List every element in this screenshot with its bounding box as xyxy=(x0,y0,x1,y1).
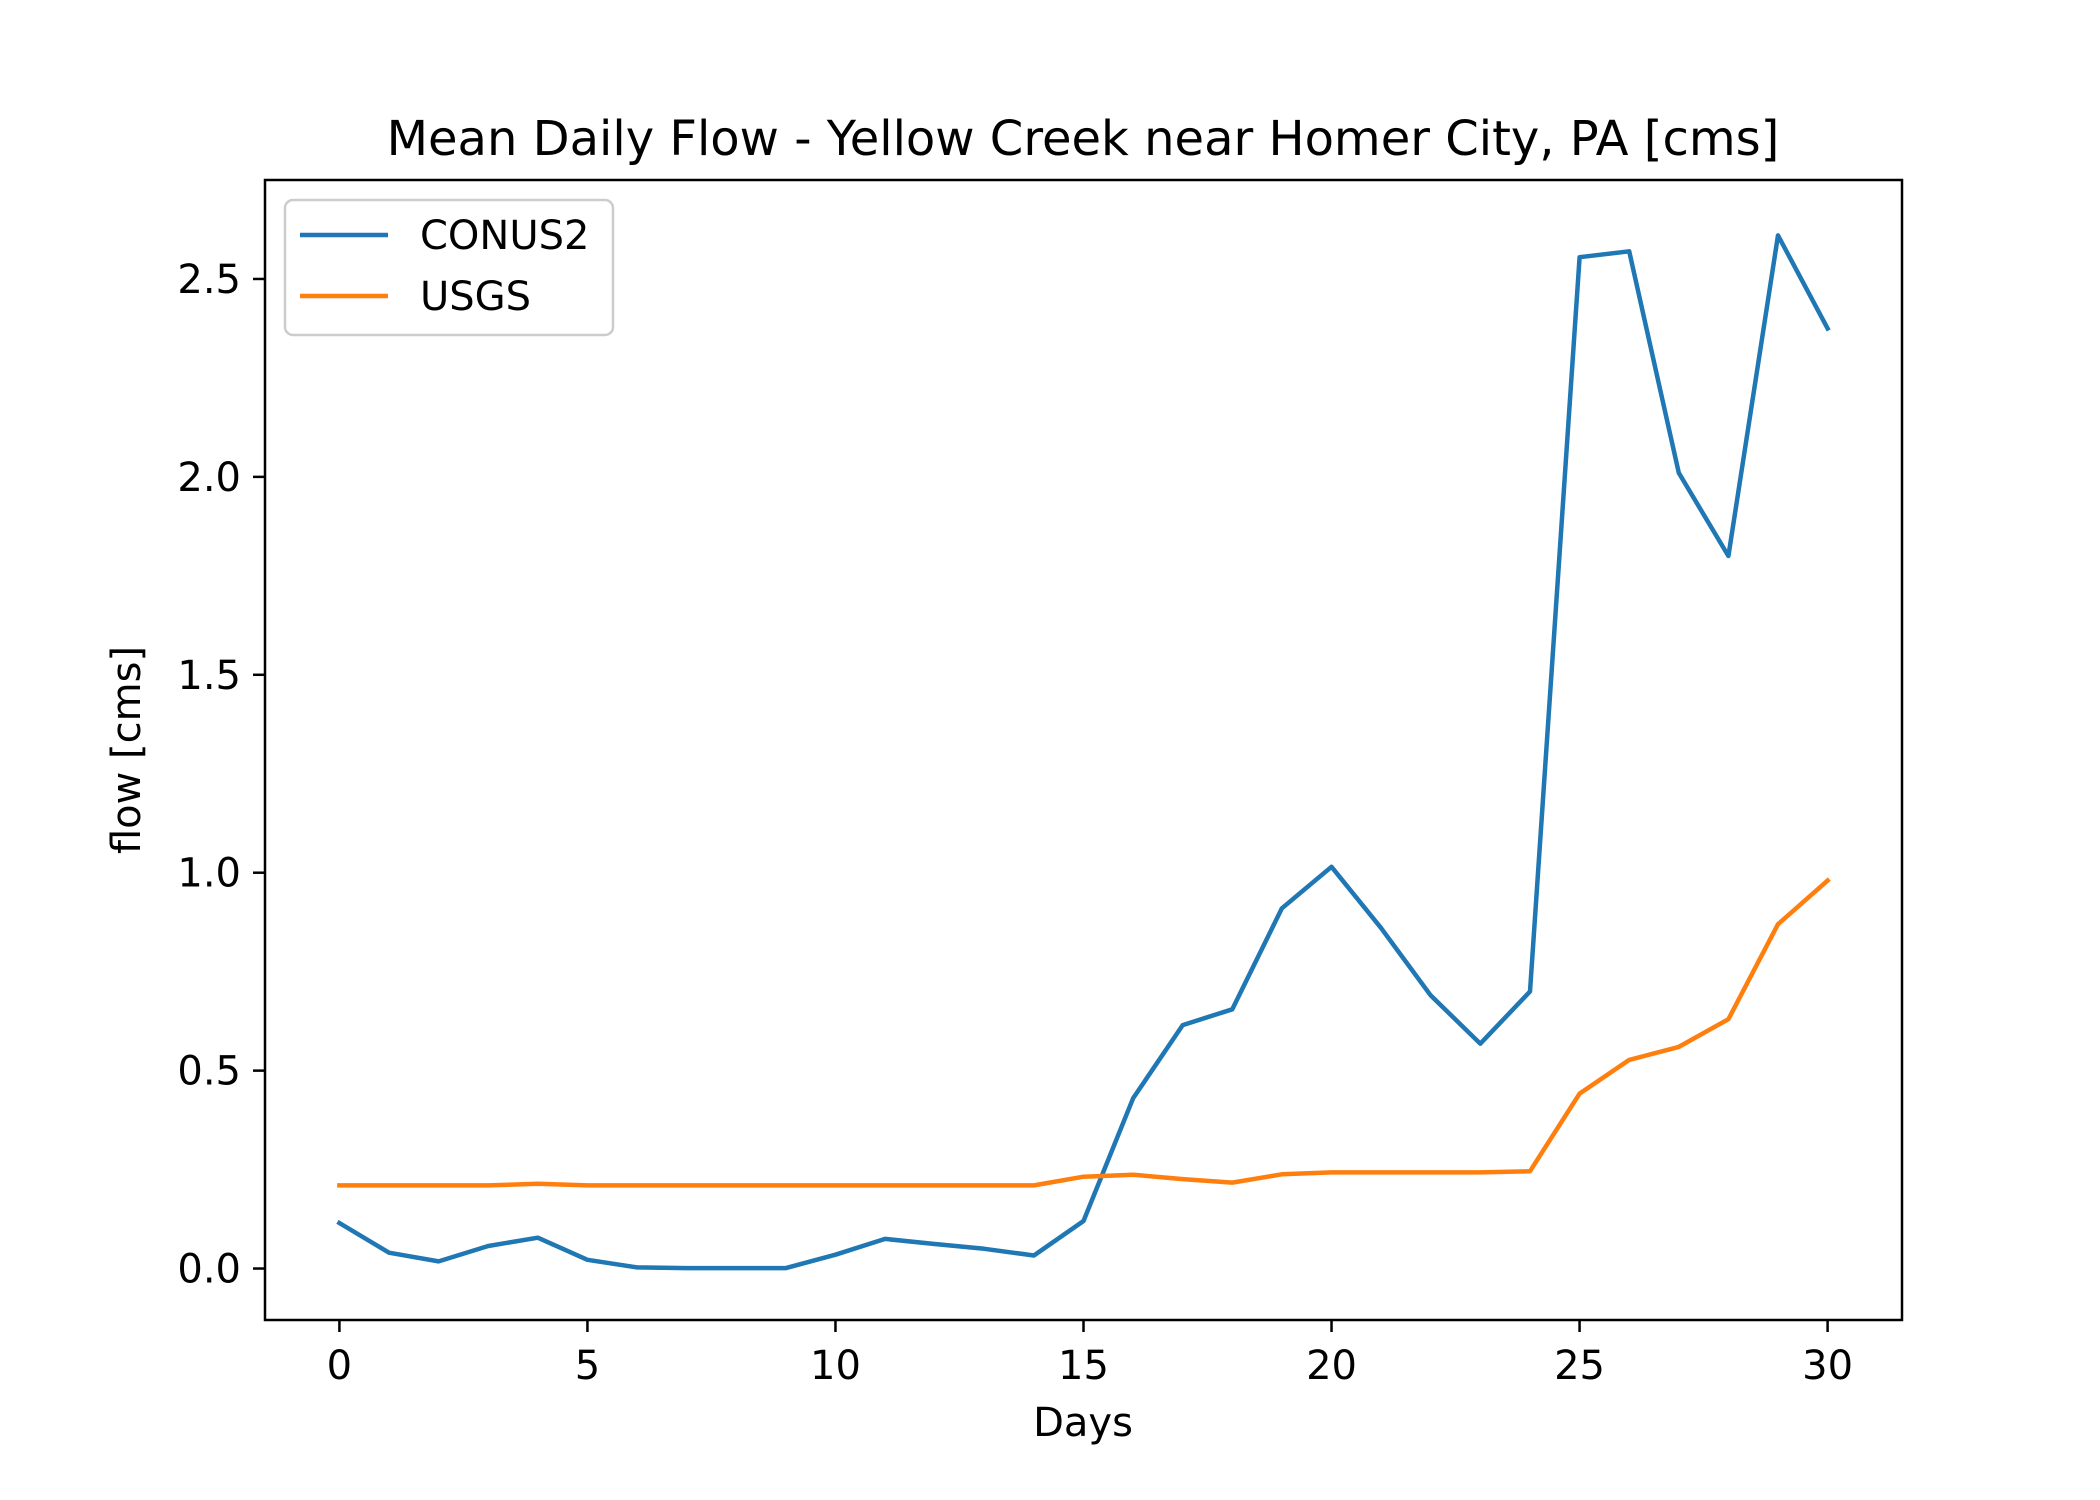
x-tick-label: 30 xyxy=(1802,1343,1853,1389)
x-tick-label: 15 xyxy=(1058,1343,1109,1389)
x-tick-label: 0 xyxy=(327,1343,352,1389)
x-tick-label: 5 xyxy=(575,1343,600,1389)
legend-label-usgs: USGS xyxy=(420,274,531,320)
x-tick-label: 10 xyxy=(810,1343,861,1389)
y-tick-label: 2.5 xyxy=(177,257,241,303)
x-tick-label: 25 xyxy=(1554,1343,1605,1389)
y-tick-label: 0.0 xyxy=(177,1247,241,1293)
x-tick-label: 20 xyxy=(1306,1343,1357,1389)
series-line-usgs xyxy=(337,877,1831,1188)
y-tick-label: 2.0 xyxy=(177,455,241,501)
y-axis-ticks: 0.0 0.5 1.0 1.5 2.0 2.5 xyxy=(177,257,265,1293)
x-axis-label: Days xyxy=(1033,1400,1133,1446)
series-line-conus2 xyxy=(336,233,1831,1271)
legend-label-conus2: CONUS2 xyxy=(420,213,589,259)
chart-title: Mean Daily Flow - Yellow Creek near Home… xyxy=(387,111,1780,167)
y-tick-label: 1.0 xyxy=(177,851,241,897)
y-axis-label: flow [cms] xyxy=(104,646,150,854)
x-axis-ticks: 0 5 10 15 20 25 30 xyxy=(327,1320,1853,1389)
series-layer xyxy=(336,233,1831,1271)
y-tick-label: 1.5 xyxy=(177,653,241,699)
legend: CONUS2 USGS xyxy=(283,198,615,337)
y-tick-label: 0.5 xyxy=(177,1049,241,1095)
